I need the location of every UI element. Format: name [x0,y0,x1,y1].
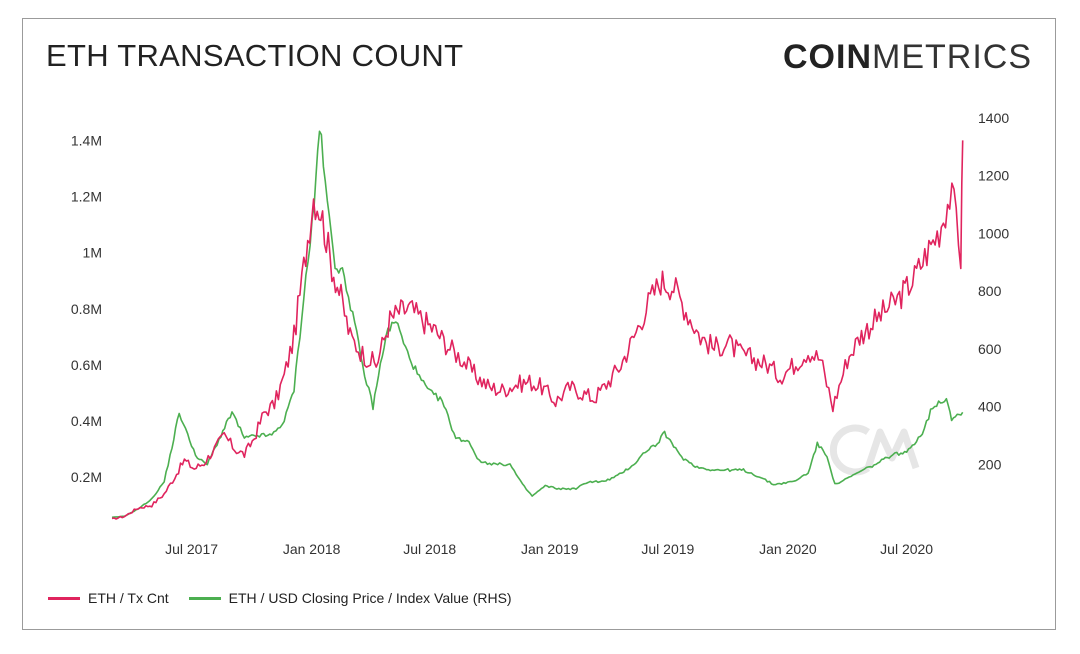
y-left-tick-label: 0.2M [71,469,102,485]
y-right-tick-label: 1200 [978,168,1009,184]
series-line-tx-cnt [111,140,964,520]
x-tick-label: Jul 2020 [880,541,933,557]
y-left-tick-label: 1.4M [71,132,102,148]
chart-title: ETH TRANSACTION COUNT [46,38,464,73]
legend-label-tx-cnt: ETH / Tx Cnt [88,590,169,606]
y-right-tick-label: 200 [978,456,1002,472]
legend-swatch-tx-cnt [48,596,80,600]
legend-label-price: ETH / USD Closing Price / Index Value (R… [228,590,512,606]
watermark-logo-icon [829,424,920,476]
x-tick-label: Jan 2018 [283,541,341,557]
y-right-tick-label: 1000 [978,225,1009,241]
y-left-tick-label: 1M [83,245,102,261]
legend-swatch-price [188,596,221,600]
y-right-tick-label: 600 [978,341,1002,357]
x-tick-label: Jan 2020 [759,541,817,557]
legend: ETH / Tx Cnt ETH / USD Closing Price / I… [48,590,532,606]
y-right-tick-label: 800 [978,283,1002,299]
y-left-tick-label: 0.4M [71,413,102,429]
y-left-tick-label: 0.8M [71,301,102,317]
x-tick-label: Jul 2018 [403,541,456,557]
y-left-tick-label: 1.2M [71,189,102,205]
brand-logo-light: METRICS [872,38,1032,76]
brand-logo: COINMETRICS [783,38,1032,77]
legend-item-tx-cnt: ETH / Tx Cnt [48,590,169,606]
x-tick-label: Jan 2019 [521,541,579,557]
y-left-tick-label: 0.6M [71,357,102,373]
chart-frame [22,18,1056,630]
series-line-price [111,130,964,519]
y-right-tick-label: 1400 [978,110,1009,126]
x-tick-label: Jul 2017 [165,541,218,557]
legend-item-price: ETH / USD Closing Price / Index Value (R… [188,590,512,606]
x-tick-label: Jul 2019 [641,541,694,557]
brand-logo-bold: COIN [783,38,872,76]
y-right-tick-label: 400 [978,399,1002,415]
